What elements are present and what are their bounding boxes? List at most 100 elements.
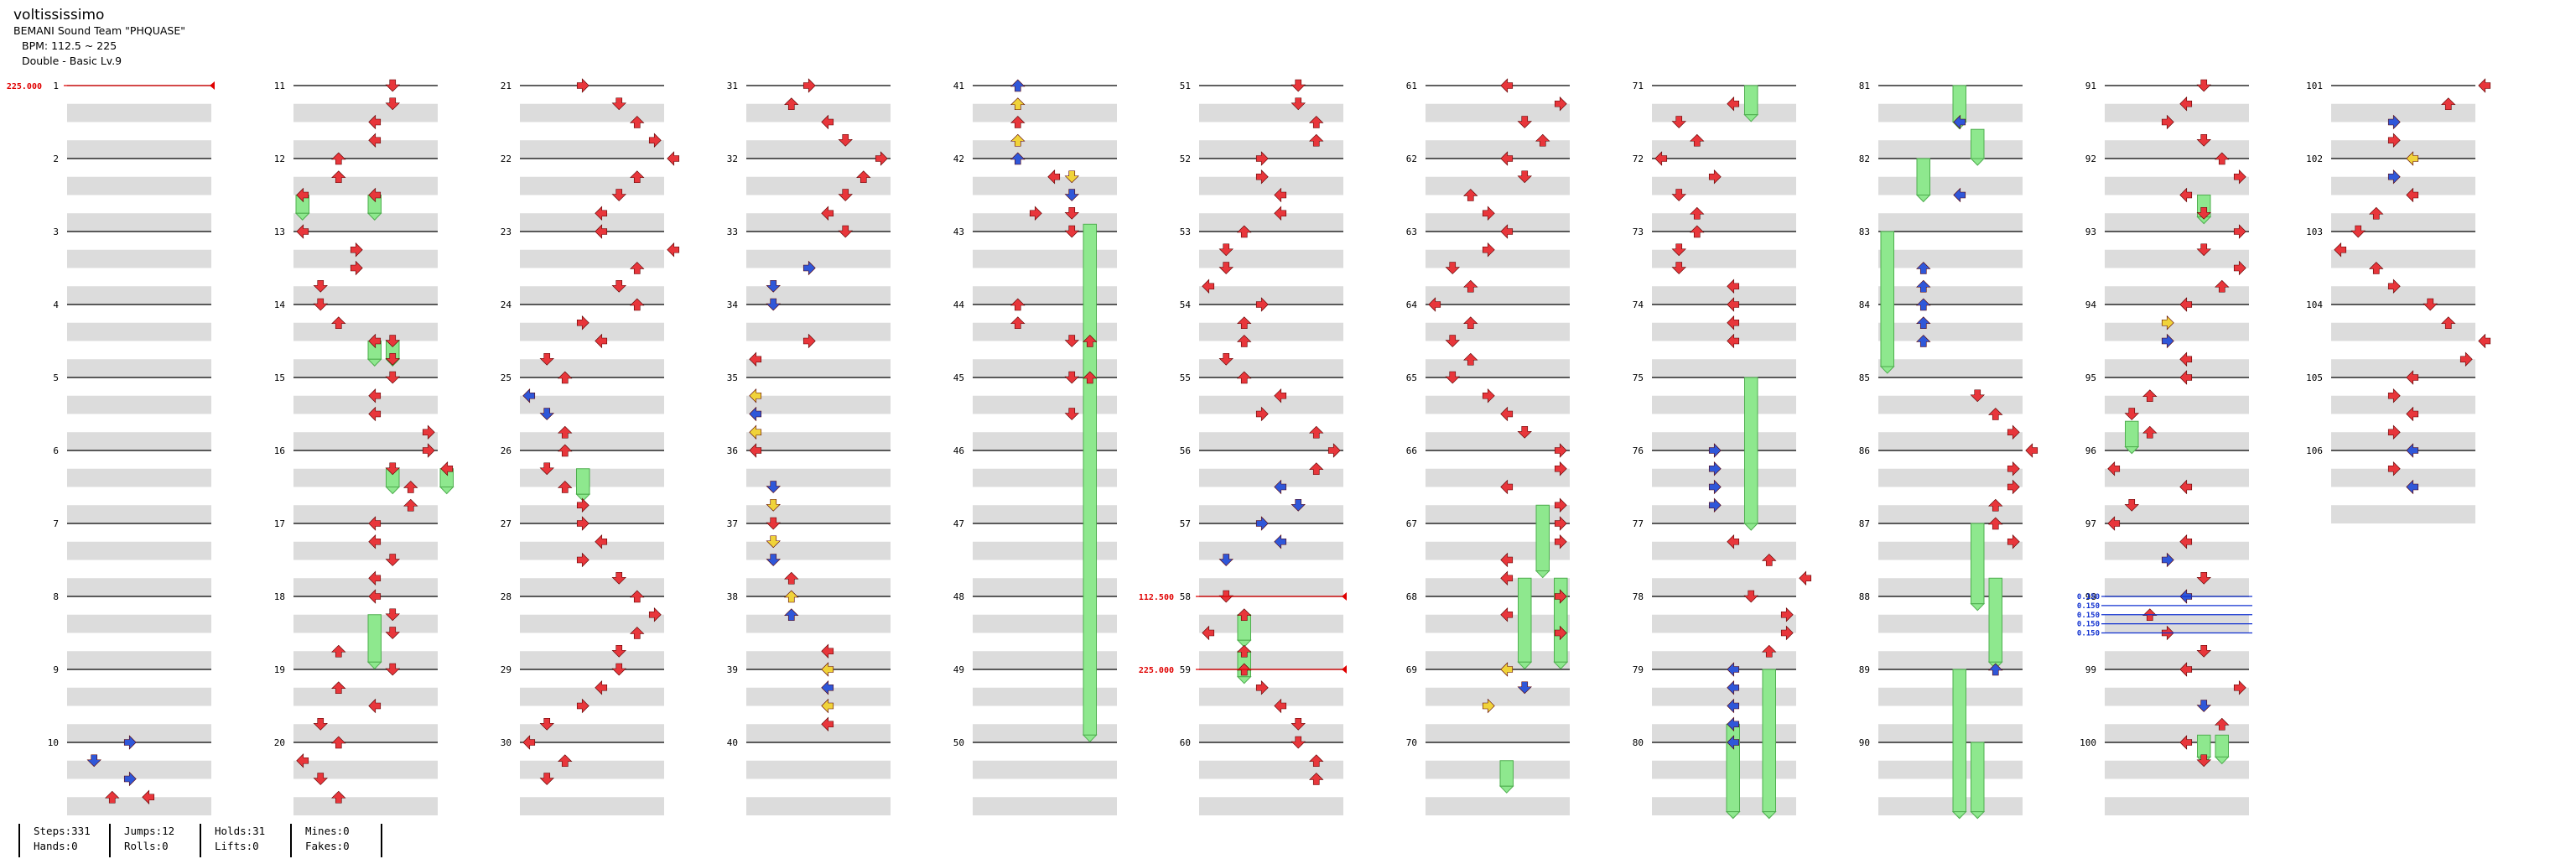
arrow-note — [802, 78, 816, 93]
beat-stripe — [1199, 687, 1343, 706]
arrow-note — [1517, 116, 1532, 128]
measure-number: 62 — [1406, 154, 1417, 164]
beat-stripe — [67, 724, 211, 742]
measure-number: 9 — [53, 664, 59, 675]
beat-stripe — [293, 140, 438, 159]
measure-number: 78 — [1633, 591, 1644, 602]
arrow-note — [2387, 424, 2401, 440]
measure-number: 25 — [501, 372, 512, 383]
beat-stripe — [2105, 213, 2249, 232]
measure-number: 97 — [2085, 518, 2096, 529]
beat-stripe — [1652, 176, 1796, 195]
hold-cap — [385, 487, 401, 495]
arrow-note — [1202, 625, 1215, 641]
beat-stripe — [67, 614, 211, 633]
arrow-note — [611, 571, 626, 585]
arrow-note — [1010, 152, 1026, 165]
arrow-note — [105, 790, 120, 804]
beat-stripe — [1199, 213, 1343, 232]
arrow-note — [1708, 443, 1722, 458]
arrow-note — [2107, 516, 2121, 531]
arrow-note — [630, 170, 645, 184]
arrow-note — [296, 187, 309, 203]
beat-stripe — [973, 359, 1117, 377]
measure-number: 85 — [1859, 372, 1870, 383]
arrow-note — [1690, 206, 1705, 220]
hold-cap — [1082, 734, 1098, 743]
measure-number: 84 — [1859, 299, 1871, 310]
arrow-note — [86, 754, 101, 768]
arrow-note — [385, 352, 400, 366]
arrow-note — [331, 316, 346, 330]
arrow-note — [1237, 644, 1252, 658]
fakes-count: Fakes:0 — [305, 840, 350, 852]
arrow-note — [576, 497, 589, 513]
measure-number: 35 — [727, 372, 738, 383]
arrow-note — [313, 298, 328, 311]
bpm-marker — [210, 81, 215, 90]
beat-stripe — [520, 505, 664, 523]
measure-number: 11 — [274, 81, 285, 91]
arrow-note — [766, 535, 781, 549]
arrow-note — [1727, 716, 1740, 731]
arrow-note — [1274, 187, 1287, 203]
arrow-note — [1727, 735, 1740, 750]
beat-stripe — [520, 432, 664, 450]
arrow-note — [1554, 534, 1567, 549]
arrow-note — [856, 170, 871, 184]
beat-stripe — [2331, 359, 2475, 377]
beat-stripe — [520, 322, 664, 341]
arrow-note — [2196, 644, 2211, 658]
arrow-note — [539, 717, 554, 731]
measure-number: 40 — [727, 737, 738, 748]
arrow-note — [1291, 498, 1306, 512]
beat-stripe — [1652, 140, 1796, 159]
arrow-note — [2196, 754, 2211, 768]
measure-number: 22 — [501, 154, 512, 164]
arrow-note — [1482, 242, 1495, 258]
hold-cap — [366, 358, 382, 367]
beat-stripe — [520, 614, 664, 633]
beat-stripe — [1426, 468, 1570, 487]
arrow-note — [385, 462, 400, 476]
arrow-note — [558, 444, 573, 457]
arrow-note — [2350, 225, 2366, 238]
measure-number: 37 — [727, 518, 738, 529]
arrow-note — [385, 371, 400, 384]
arrow-note — [123, 735, 137, 750]
arrow-note — [422, 424, 435, 440]
beat-stripe — [746, 541, 891, 560]
steps-count: Steps:331 — [34, 825, 91, 837]
beat-stripe — [2105, 651, 2249, 669]
arrow-note — [1500, 224, 1514, 239]
stats-cell-jumps: Jumps:12 Rolls:0 — [109, 824, 200, 857]
arrow-note — [2179, 662, 2193, 677]
arrow-note — [630, 116, 645, 128]
measure-number: 105 — [2306, 372, 2323, 383]
hold-cap — [1517, 661, 1533, 670]
beat-stripe — [67, 249, 211, 268]
beat-stripe — [746, 651, 891, 669]
beat-stripe — [973, 140, 1117, 159]
arrow-note — [2161, 333, 2174, 349]
beat-stripe — [2105, 797, 2249, 815]
measure-number: 4 — [53, 299, 59, 310]
beat-stripe — [293, 322, 438, 341]
arrow-note — [2179, 735, 2193, 750]
beat-stripe — [973, 432, 1117, 450]
beat-stripe — [2105, 286, 2249, 305]
beat-stripe — [1878, 213, 2023, 232]
arrow-note — [630, 590, 645, 603]
hold-cap — [1236, 639, 1252, 648]
hold-cap — [1970, 158, 1986, 166]
arrow-note — [1554, 516, 1567, 531]
stop-label: 0.150 — [2077, 593, 2100, 601]
measure-number: 47 — [953, 518, 964, 529]
arrow-note — [1237, 225, 1252, 238]
beat-stripe — [293, 651, 438, 669]
arrow-note — [1500, 662, 1514, 677]
arrow-note — [2423, 298, 2438, 311]
arrow-note — [1010, 316, 1026, 330]
measure-number: 31 — [727, 81, 738, 91]
arrow-note — [522, 388, 536, 403]
